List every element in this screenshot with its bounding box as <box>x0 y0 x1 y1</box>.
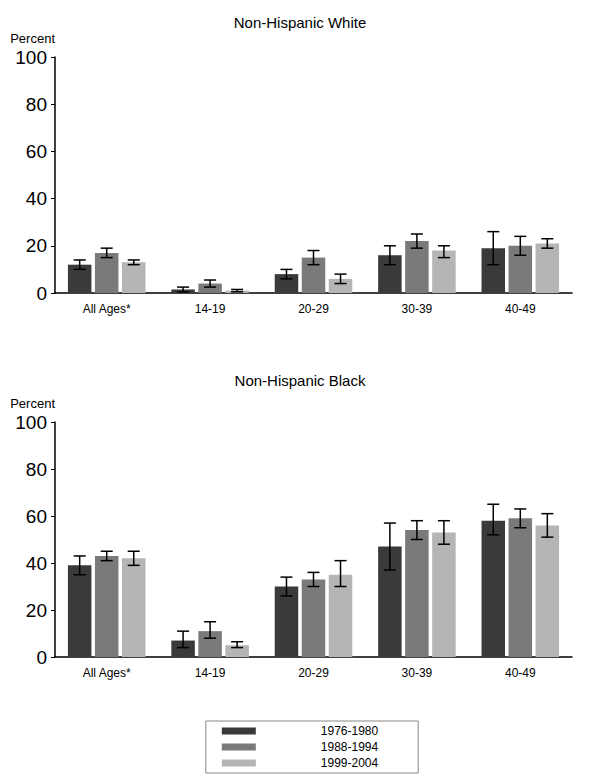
svg-text:30-39: 30-39 <box>402 666 433 680</box>
svg-text:100: 100 <box>15 47 47 68</box>
svg-text:20-29: 20-29 <box>298 302 329 316</box>
svg-text:20-29: 20-29 <box>298 666 329 680</box>
svg-text:100: 100 <box>15 412 47 433</box>
svg-text:0: 0 <box>36 283 47 304</box>
svg-text:Non-Hispanic Black: Non-Hispanic Black <box>235 372 366 389</box>
svg-text:30-39: 30-39 <box>402 302 433 316</box>
svg-text:80: 80 <box>26 94 47 115</box>
svg-text:20: 20 <box>26 235 47 256</box>
svg-text:60: 60 <box>26 141 47 162</box>
svg-text:40: 40 <box>26 188 47 209</box>
svg-text:80: 80 <box>26 459 47 480</box>
svg-text:14-19: 14-19 <box>195 666 226 680</box>
svg-text:40-49: 40-49 <box>505 302 536 316</box>
svg-text:1988-1994: 1988-1994 <box>321 740 379 754</box>
svg-text:1999-2004: 1999-2004 <box>321 756 379 770</box>
svg-text:20: 20 <box>26 600 47 621</box>
svg-text:40-49: 40-49 <box>505 666 536 680</box>
svg-text:All Ages*: All Ages* <box>83 302 131 316</box>
svg-text:1976-1980: 1976-1980 <box>321 724 379 738</box>
svg-text:All Ages*: All Ages* <box>83 666 131 680</box>
svg-text:Percent: Percent <box>10 31 55 46</box>
svg-text:0: 0 <box>36 647 47 668</box>
svg-text:60: 60 <box>26 506 47 527</box>
svg-text:Percent: Percent <box>10 396 55 411</box>
svg-text:Non-Hispanic White: Non-Hispanic White <box>234 14 367 31</box>
svg-text:14-19: 14-19 <box>195 302 226 316</box>
svg-text:40: 40 <box>26 553 47 574</box>
